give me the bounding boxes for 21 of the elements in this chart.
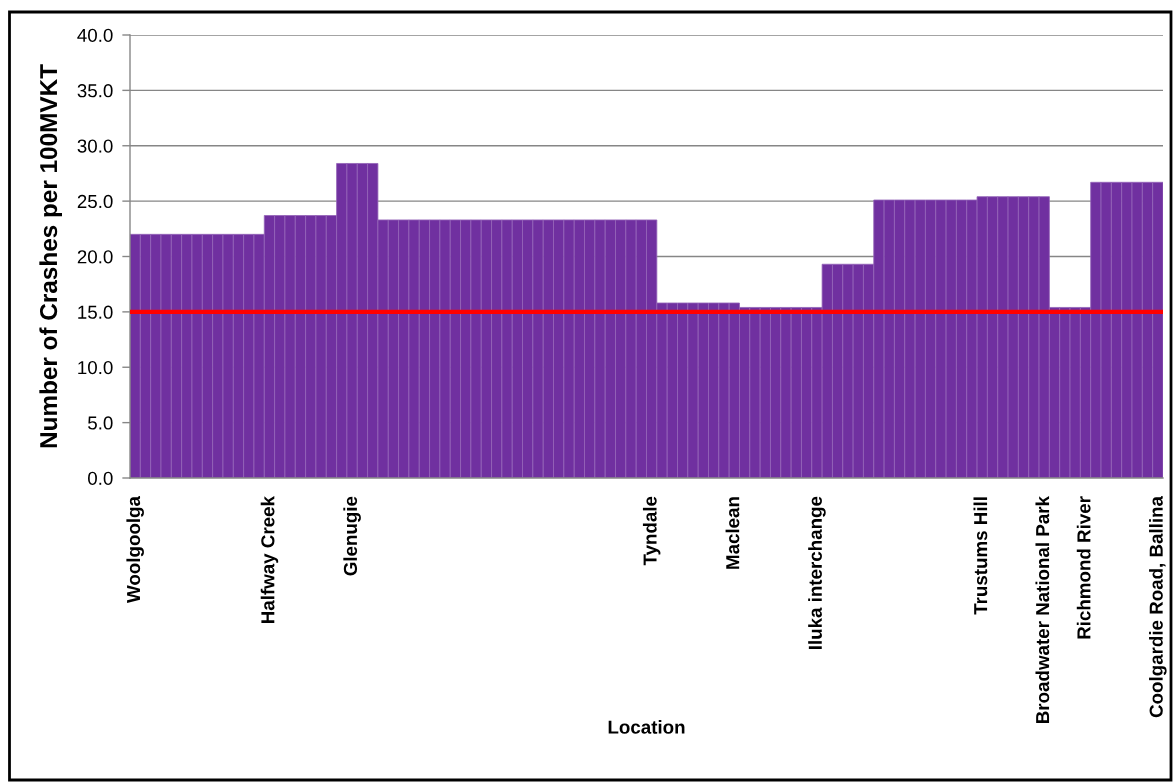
y-tick-label: 40.0 — [77, 28, 113, 42]
x-tick-label: Broadwater National Park — [1035, 496, 1050, 723]
x-tick-label: Richmond River — [1076, 496, 1091, 639]
y-tick-label: 20.0 — [77, 250, 113, 264]
x-tick-label: Iluka interchange — [808, 496, 826, 649]
y-axis-title: Number of Crashes per 100MVKT — [39, 64, 62, 448]
y-tick-label: 15.0 — [78, 305, 113, 319]
x-tick-label: Coolgardie Road, Ballina — [1149, 495, 1167, 718]
x-tick-label: Tyndale — [642, 496, 661, 566]
x-tick-label: Trustums Hill — [973, 497, 988, 615]
y-tick-label: 30.0 — [77, 139, 113, 153]
y-tick-label: 25.0 — [77, 194, 113, 209]
y-tick-label: 35.0 — [77, 84, 113, 98]
y-tick-label: 10.0 — [78, 360, 113, 375]
y-tick-label: 5.0 — [88, 416, 113, 430]
x-tick-label: Maclean — [725, 497, 740, 569]
x-tick-label: Woolgoolga — [126, 495, 144, 603]
y-tick-label: 0.0 — [88, 471, 113, 485]
x-axis-title: Location — [608, 720, 685, 734]
x-tick-label: Glenugie — [343, 496, 361, 576]
x-tick-label: Halfway Creek — [260, 496, 279, 623]
